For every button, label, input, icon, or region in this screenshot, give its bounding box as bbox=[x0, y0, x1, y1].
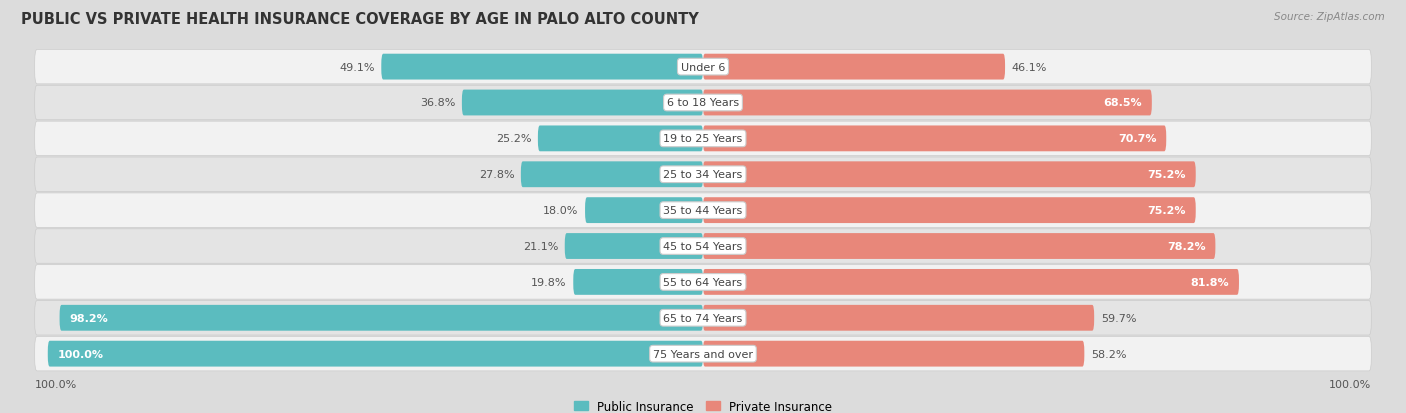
FancyBboxPatch shape bbox=[35, 158, 1371, 192]
Text: 75.2%: 75.2% bbox=[1147, 206, 1185, 216]
FancyBboxPatch shape bbox=[48, 341, 703, 367]
FancyBboxPatch shape bbox=[703, 305, 1094, 331]
FancyBboxPatch shape bbox=[35, 265, 1371, 299]
Text: 78.2%: 78.2% bbox=[1167, 242, 1205, 252]
FancyBboxPatch shape bbox=[35, 50, 1371, 85]
Text: 100.0%: 100.0% bbox=[35, 379, 77, 389]
Text: 55 to 64 Years: 55 to 64 Years bbox=[664, 277, 742, 287]
Text: Under 6: Under 6 bbox=[681, 62, 725, 72]
Text: 36.8%: 36.8% bbox=[420, 98, 456, 108]
Text: 27.8%: 27.8% bbox=[478, 170, 515, 180]
FancyBboxPatch shape bbox=[703, 341, 1084, 367]
FancyBboxPatch shape bbox=[703, 233, 1215, 259]
FancyBboxPatch shape bbox=[35, 337, 1371, 371]
Text: 98.2%: 98.2% bbox=[69, 313, 108, 323]
FancyBboxPatch shape bbox=[703, 90, 1152, 116]
Text: 68.5%: 68.5% bbox=[1104, 98, 1142, 108]
Text: 35 to 44 Years: 35 to 44 Years bbox=[664, 206, 742, 216]
FancyBboxPatch shape bbox=[35, 122, 1371, 156]
Text: 75.2%: 75.2% bbox=[1147, 170, 1185, 180]
Text: Source: ZipAtlas.com: Source: ZipAtlas.com bbox=[1274, 12, 1385, 22]
FancyBboxPatch shape bbox=[35, 229, 1371, 263]
Legend: Public Insurance, Private Insurance: Public Insurance, Private Insurance bbox=[569, 395, 837, 413]
Text: 25.2%: 25.2% bbox=[496, 134, 531, 144]
FancyBboxPatch shape bbox=[381, 55, 703, 81]
FancyBboxPatch shape bbox=[703, 198, 1195, 223]
Text: 70.7%: 70.7% bbox=[1118, 134, 1156, 144]
Text: 19.8%: 19.8% bbox=[531, 277, 567, 287]
FancyBboxPatch shape bbox=[59, 305, 703, 331]
FancyBboxPatch shape bbox=[574, 269, 703, 295]
Text: 59.7%: 59.7% bbox=[1101, 313, 1136, 323]
FancyBboxPatch shape bbox=[35, 86, 1371, 121]
Text: 75 Years and over: 75 Years and over bbox=[652, 349, 754, 359]
FancyBboxPatch shape bbox=[520, 162, 703, 188]
FancyBboxPatch shape bbox=[35, 301, 1371, 335]
Text: 18.0%: 18.0% bbox=[543, 206, 578, 216]
FancyBboxPatch shape bbox=[703, 126, 1166, 152]
FancyBboxPatch shape bbox=[35, 193, 1371, 228]
Text: 6 to 18 Years: 6 to 18 Years bbox=[666, 98, 740, 108]
Text: PUBLIC VS PRIVATE HEALTH INSURANCE COVERAGE BY AGE IN PALO ALTO COUNTY: PUBLIC VS PRIVATE HEALTH INSURANCE COVER… bbox=[21, 12, 699, 27]
Text: 46.1%: 46.1% bbox=[1011, 62, 1047, 72]
Text: 21.1%: 21.1% bbox=[523, 242, 558, 252]
FancyBboxPatch shape bbox=[703, 162, 1195, 188]
Text: 100.0%: 100.0% bbox=[58, 349, 104, 359]
Text: 19 to 25 Years: 19 to 25 Years bbox=[664, 134, 742, 144]
FancyBboxPatch shape bbox=[703, 269, 1239, 295]
FancyBboxPatch shape bbox=[538, 126, 703, 152]
Text: 25 to 34 Years: 25 to 34 Years bbox=[664, 170, 742, 180]
Text: 58.2%: 58.2% bbox=[1091, 349, 1126, 359]
Text: 45 to 54 Years: 45 to 54 Years bbox=[664, 242, 742, 252]
Text: 65 to 74 Years: 65 to 74 Years bbox=[664, 313, 742, 323]
FancyBboxPatch shape bbox=[463, 90, 703, 116]
Text: 100.0%: 100.0% bbox=[1329, 379, 1371, 389]
FancyBboxPatch shape bbox=[585, 198, 703, 223]
FancyBboxPatch shape bbox=[703, 55, 1005, 81]
Text: 49.1%: 49.1% bbox=[339, 62, 375, 72]
Text: 81.8%: 81.8% bbox=[1191, 277, 1229, 287]
FancyBboxPatch shape bbox=[565, 233, 703, 259]
